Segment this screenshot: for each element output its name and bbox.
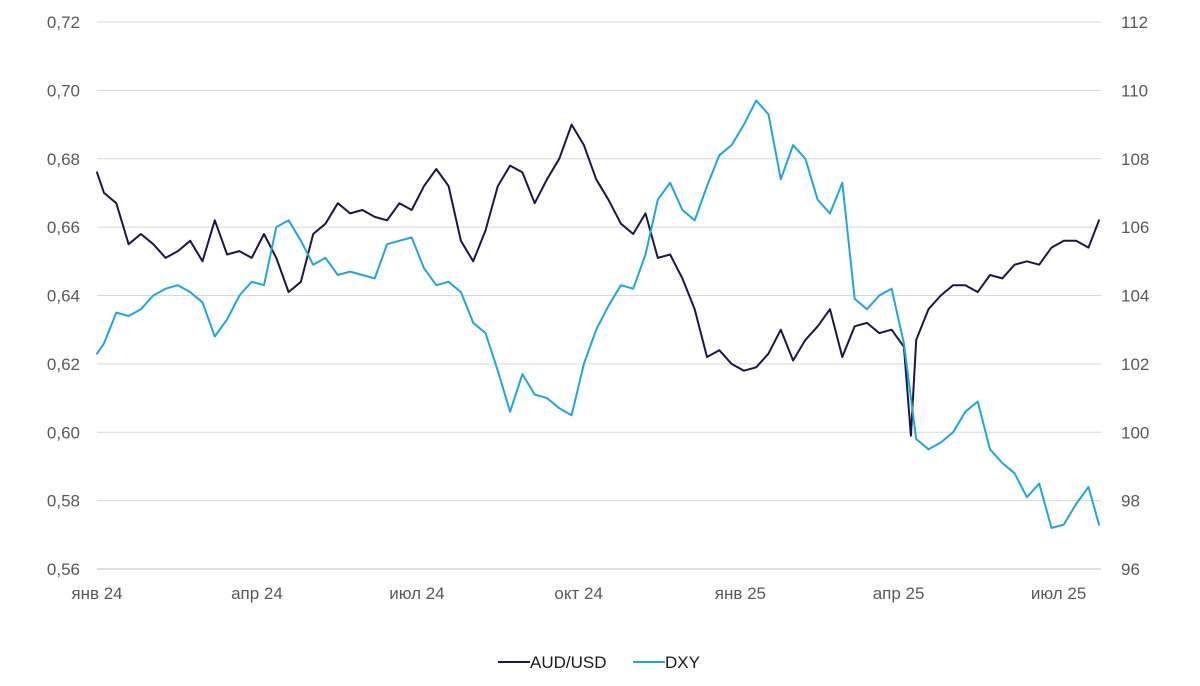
x-tick-label: апр 25 — [873, 584, 925, 603]
y-left-tick-label: 0,70 — [47, 81, 80, 100]
gridlines — [97, 21, 1101, 502]
y-left-tick-label: 0,60 — [47, 423, 80, 442]
x-tick-label: июл 25 — [1031, 584, 1086, 603]
x-tick-label: янв 24 — [71, 584, 122, 603]
y-left-tick-label: 0,66 — [47, 218, 80, 237]
y-left-tick-label: 0,68 — [47, 150, 80, 169]
x-tick-label: апр 24 — [231, 584, 283, 603]
series-line-0 — [96, 123, 1100, 437]
y-left-tick-label: 0,56 — [47, 560, 80, 579]
legend-label: AUD/USD — [530, 653, 607, 672]
y-left-tick-label: 0,58 — [47, 492, 80, 511]
y-right-tick-label: 110 — [1121, 81, 1148, 100]
y-left-tick-label: 0,62 — [47, 355, 80, 374]
x-tick-label: окт 24 — [554, 584, 603, 603]
legend: AUD/USD DXY — [498, 653, 700, 672]
series-lines — [96, 99, 1100, 529]
y-right-tick-label: 106 — [1121, 218, 1149, 237]
y-right-tick-label: 98 — [1121, 492, 1140, 511]
y-left-tick-label: 0,72 — [47, 13, 80, 32]
legend-label: DXY — [665, 653, 700, 672]
y-left-tick-label: 0,64 — [47, 287, 80, 306]
y-right-tick-label: 96 — [1121, 560, 1140, 579]
x-tick-label: июл 24 — [389, 584, 444, 603]
y-right-tick-label: 104 — [1121, 287, 1149, 306]
y-right-tick-label: 108 — [1121, 150, 1149, 169]
x-tick-label: янв 25 — [715, 584, 766, 603]
series-line-1 — [96, 99, 1100, 529]
y-right-tick-label: 112 — [1121, 13, 1148, 32]
axes: 0,72 112 0,70 110 0,68 108 0,66 106 0,64 104 0,62 1… — [47, 13, 1149, 603]
y-right-tick-label: 102 — [1121, 355, 1149, 374]
y-right-tick-label: 100 — [1121, 423, 1149, 442]
